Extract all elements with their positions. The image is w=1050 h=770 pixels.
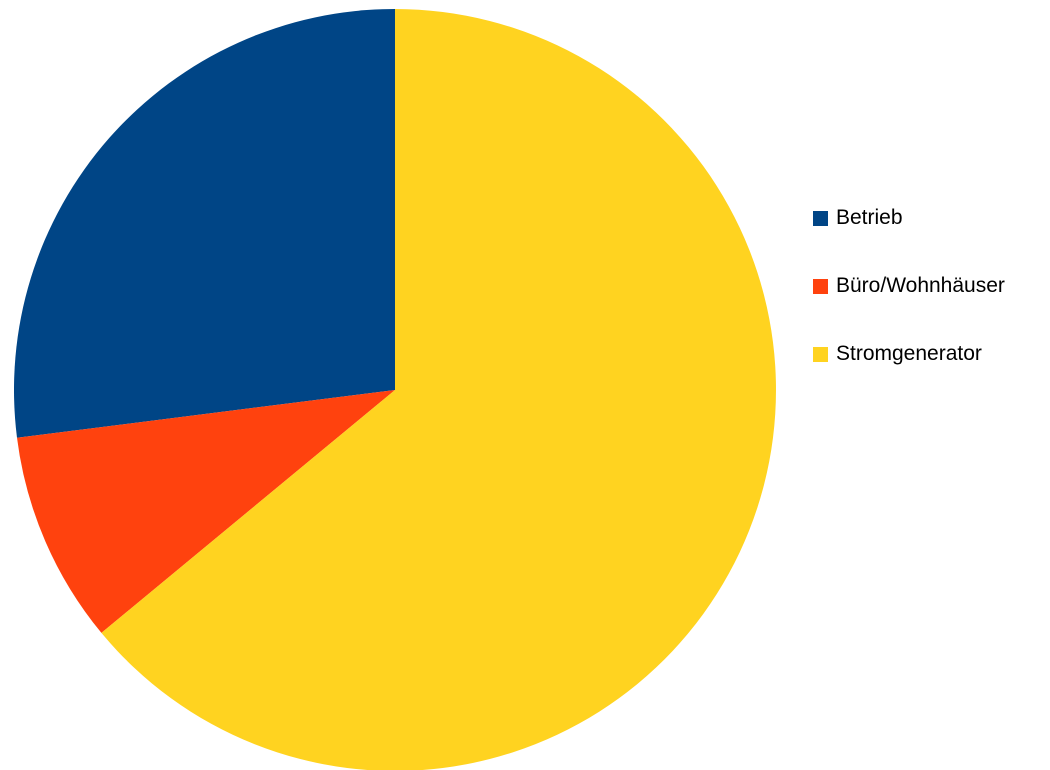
legend-swatch-betrieb (813, 210, 828, 226)
legend-item-betrieb: Betrieb (813, 204, 1005, 232)
legend-swatch-buero-wohnhaeuser (813, 278, 828, 294)
legend-item-buero-wohnhaeuser: Büro/Wohnhäuser (813, 272, 1005, 300)
legend-label-betrieb: Betrieb (836, 206, 903, 229)
pie-slice-buero-wohnhaeuser (17, 390, 395, 633)
chart-legend: Betrieb Büro/Wohnhäuser Stromgenerator (813, 204, 1005, 408)
pie-slice-stromgenerator (101, 9, 776, 770)
legend-label-buero-wohnhaeuser: Büro/Wohnhäuser (836, 274, 1005, 297)
pie-slice-betrieb (13, 9, 396, 438)
legend-label-stromgenerator: Stromgenerator (836, 342, 982, 365)
legend-item-stromgenerator: Stromgenerator (813, 340, 1005, 368)
legend-swatch-stromgenerator (813, 346, 828, 362)
